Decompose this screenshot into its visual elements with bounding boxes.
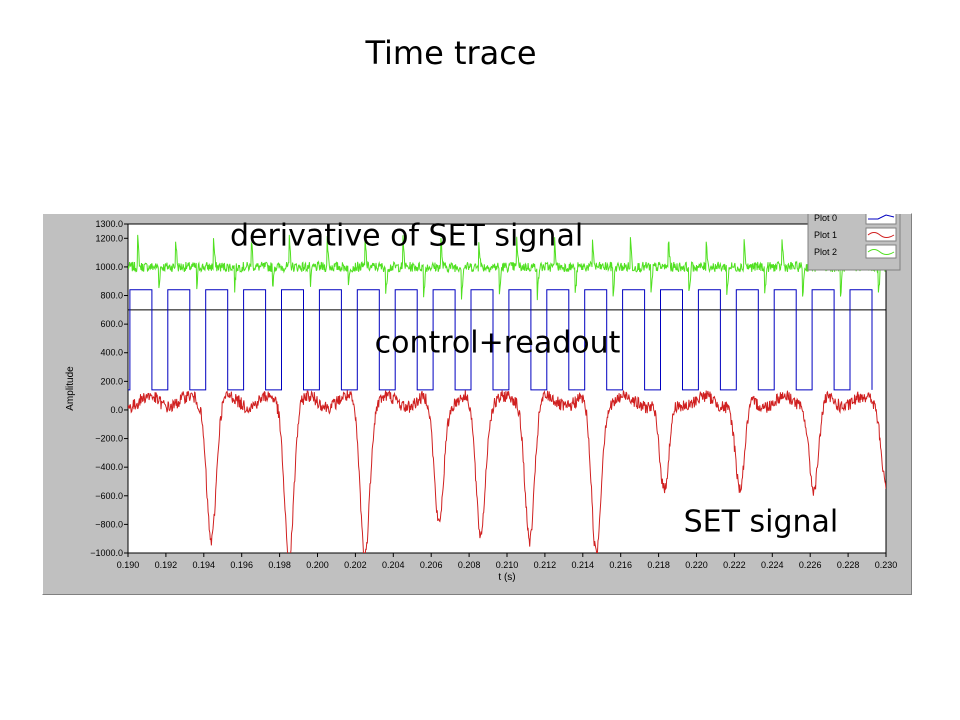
x-tick-label: 0.202 [344,560,367,570]
x-tick-label: 0.228 [837,560,860,570]
legend-swatch-box [865,227,897,242]
x-tick-label: 0.222 [723,560,746,570]
y-tick-label: −1000.0 [90,548,123,558]
legend-swatch-box [865,244,897,259]
y-tick-label: 400.0 [100,348,123,358]
x-tick-label: 0.198 [268,560,291,570]
x-tick-label: 0.224 [761,560,784,570]
y-tick-label: 1000.0 [95,262,123,272]
legend: Plot 0 Plot 1 Plot 2 [807,214,901,271]
y-tick-label: −600.0 [95,491,123,501]
y-tick-label: 800.0 [100,291,123,301]
x-tick-label: 0.230 [875,560,898,570]
x-tick-label: 0.206 [420,560,443,570]
x-tick-label: 0.208 [458,560,481,570]
annotation-2: SET signal [684,505,839,540]
legend-swatch-line [867,232,895,238]
legend-label: Plot 0 [814,214,837,223]
x-tick-label: 0.210 [496,560,519,570]
y-tick-label: 200.0 [100,376,123,386]
y-tick-label: −400.0 [95,462,123,472]
y-tick-label: 1300.0 [95,219,123,229]
x-tick-label: 0.192 [155,560,178,570]
legend-swatch-line [868,214,895,220]
plot-area [127,223,887,554]
y-tick-label: −800.0 [95,519,123,529]
x-tick-label: 0.220 [685,560,708,570]
slide-title: Time trace [365,34,537,72]
annotation-1: control+readout [375,326,621,361]
y-tick-label: −200.0 [95,434,123,444]
x-tick-label: 0.194 [193,560,216,570]
x-tick-label: 0.200 [306,560,329,570]
legend-swatch-box [865,214,897,225]
x-tick-label: 0.214 [572,560,595,570]
y-axis-title: Amplitude [65,366,76,411]
chart-frame: 1300.0 1200.0 1000.0 800.0 600.0 400.0 200.0 0.… [42,213,912,595]
time-trace-chart: 1300.0 1200.0 1000.0 800.0 600.0 400.0 200.0 0.… [65,214,901,583]
x-axis-title: t (s) [498,572,515,583]
annotation-0: derivative of SET signal [230,218,583,253]
series-plot-1-line [128,389,886,553]
legend-label: Plot 2 [814,247,837,257]
x-tick-label: 0.218 [647,560,670,570]
x-tick-label: 0.196 [230,560,253,570]
x-tick-label: 0.216 [609,560,632,570]
x-tick-label: 0.226 [799,560,822,570]
y-tick-label: 0.0 [110,405,123,415]
y-tick-label: 600.0 [100,319,123,329]
legend-swatch-line [867,249,895,255]
series-plot-2-line [128,234,886,301]
y-tick-label: 1200.0 [95,233,123,243]
x-tick-label: 0.212 [534,560,557,570]
x-tick-label: 0.204 [382,560,405,570]
x-tick-label: 0.190 [117,560,140,570]
legend-label: Plot 1 [814,230,837,240]
series-plot-0-line [128,289,873,391]
